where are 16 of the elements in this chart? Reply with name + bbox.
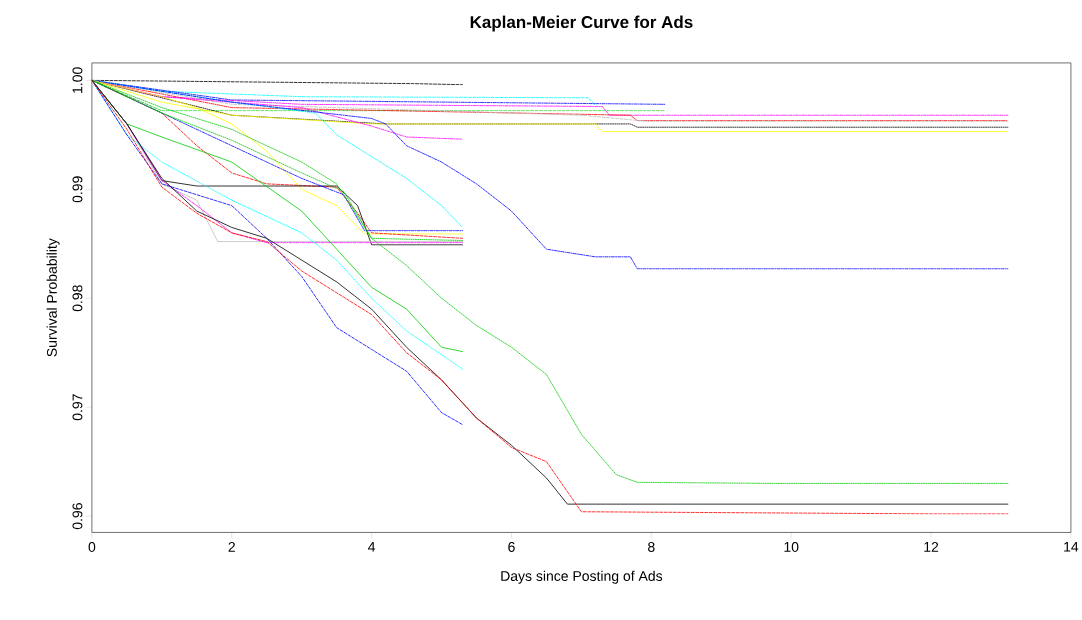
x-tick-label: 8: [648, 541, 655, 552]
x-tick-label: 14: [1064, 541, 1079, 552]
x-tick-label: 12: [924, 541, 939, 552]
x-tick-label: 10: [784, 541, 799, 552]
y-axis-title: Survival Probability: [46, 238, 60, 357]
x-tick-label: 2: [228, 541, 235, 552]
y-tick-label: 0.97: [72, 394, 83, 421]
x-axis-title: Days since Posting of Ads: [501, 570, 663, 584]
x-tick-label: 6: [508, 541, 515, 552]
x-tick-label: 4: [368, 541, 376, 552]
y-tick-label: 1.00: [72, 67, 83, 93]
chart-title: Kaplan-Meier Curve for Ads: [470, 15, 693, 32]
y-tick-label: 0.99: [72, 176, 83, 203]
y-tick-label: 0.96: [72, 502, 83, 529]
x-tick-label: 0: [88, 541, 96, 552]
y-tick-label: 0.98: [72, 285, 83, 312]
